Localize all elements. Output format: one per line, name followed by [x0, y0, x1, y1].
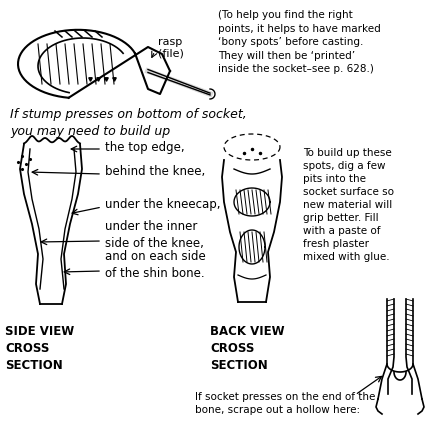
Text: (To help you find the right
points, it helps to have marked
‘bony spots’ before : (To help you find the right points, it h… [218, 10, 381, 74]
Text: If stump presses on bottom of socket,
you may need to build up: If stump presses on bottom of socket, yo… [10, 108, 247, 138]
Text: the top edge,: the top edge, [105, 141, 185, 154]
Text: BACK VIEW
CROSS
SECTION: BACK VIEW CROSS SECTION [210, 324, 284, 371]
Text: If socket presses on the end of the
bone, scrape out a hollow here:: If socket presses on the end of the bone… [195, 391, 375, 414]
Text: SIDE VIEW
CROSS
SECTION: SIDE VIEW CROSS SECTION [5, 324, 74, 371]
Text: under the kneecap,: under the kneecap, [105, 198, 221, 211]
Text: under the inner
side of the knee,: under the inner side of the knee, [105, 220, 204, 249]
Text: rasp
(file): rasp (file) [158, 37, 184, 59]
Text: To build up these
spots, dig a few
pits into the
socket surface so
new material : To build up these spots, dig a few pits … [303, 148, 394, 262]
Text: and on each side
of the shin bone.: and on each side of the shin bone. [105, 250, 206, 279]
Text: behind the knee,: behind the knee, [105, 165, 205, 178]
